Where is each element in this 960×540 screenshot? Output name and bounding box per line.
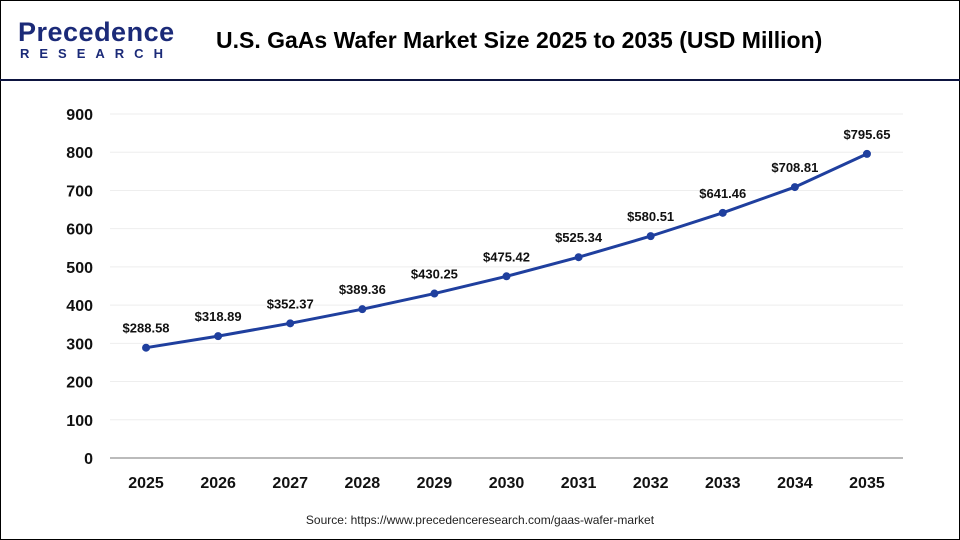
x-tick-label: 2026 xyxy=(200,475,236,492)
data-point xyxy=(502,272,511,281)
data-label: $708.81 xyxy=(771,160,818,175)
x-tick-label: 2030 xyxy=(489,475,525,492)
x-tick-label: 2035 xyxy=(849,475,885,492)
data-point xyxy=(718,208,727,217)
data-label: $580.51 xyxy=(627,209,674,224)
x-tick-label: 2033 xyxy=(705,475,741,492)
y-tick-label: 100 xyxy=(66,413,93,430)
data-point xyxy=(646,232,655,241)
logo-sub: RESEARCH xyxy=(20,46,173,61)
x-tick-label: 2029 xyxy=(417,475,453,492)
y-tick-label: 400 xyxy=(66,298,93,315)
data-label: $352.37 xyxy=(267,296,314,311)
source-note: Source: https://www.precedenceresearch.c… xyxy=(305,513,655,527)
data-label: $288.58 xyxy=(123,321,170,336)
data-label: $475.42 xyxy=(483,249,530,264)
x-tick-label: 2034 xyxy=(777,475,813,492)
y-tick-label: 200 xyxy=(66,375,93,392)
data-label: $318.89 xyxy=(195,309,242,324)
y-tick-label: 800 xyxy=(66,145,93,162)
data-point xyxy=(790,183,799,192)
y-tick-label: 500 xyxy=(66,260,93,277)
data-point xyxy=(358,305,367,314)
header-divider xyxy=(0,79,960,81)
logo-main: Precedence xyxy=(18,17,175,47)
y-tick-label: 0 xyxy=(84,451,93,468)
data-point xyxy=(862,149,871,158)
y-tick-label: 300 xyxy=(66,336,93,353)
data-point xyxy=(142,343,151,352)
logo: Precedence RESEARCH xyxy=(18,18,175,61)
y-tick-label: 900 xyxy=(66,107,93,124)
y-tick-label: 700 xyxy=(66,183,93,200)
data-point xyxy=(430,289,439,298)
data-point xyxy=(286,319,295,328)
data-point xyxy=(574,253,583,262)
y-tick-label: 600 xyxy=(66,222,93,239)
chart-title: U.S. GaAs Wafer Market Size 2025 to 2035… xyxy=(216,27,823,53)
data-point xyxy=(214,332,223,341)
x-tick-label: 2025 xyxy=(128,475,164,492)
data-label: $525.34 xyxy=(555,230,603,245)
data-label: $430.25 xyxy=(411,267,458,282)
data-label: $641.46 xyxy=(699,186,746,201)
x-tick-label: 2028 xyxy=(345,475,381,492)
x-tick-label: 2031 xyxy=(561,475,597,492)
x-tick-label: 2032 xyxy=(633,475,669,492)
data-label: $795.65 xyxy=(843,127,890,142)
data-label: $389.36 xyxy=(339,282,386,297)
x-tick-label: 2027 xyxy=(272,475,308,492)
